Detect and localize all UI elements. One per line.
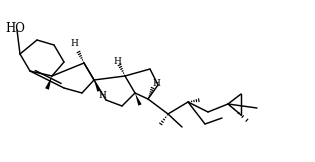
Polygon shape [135,93,142,106]
Text: H: H [152,80,160,88]
Text: H: H [70,40,78,48]
Text: HO: HO [5,23,25,35]
Text: H: H [113,57,121,65]
Polygon shape [45,76,52,90]
Text: H: H [98,92,106,100]
Polygon shape [94,80,100,92]
